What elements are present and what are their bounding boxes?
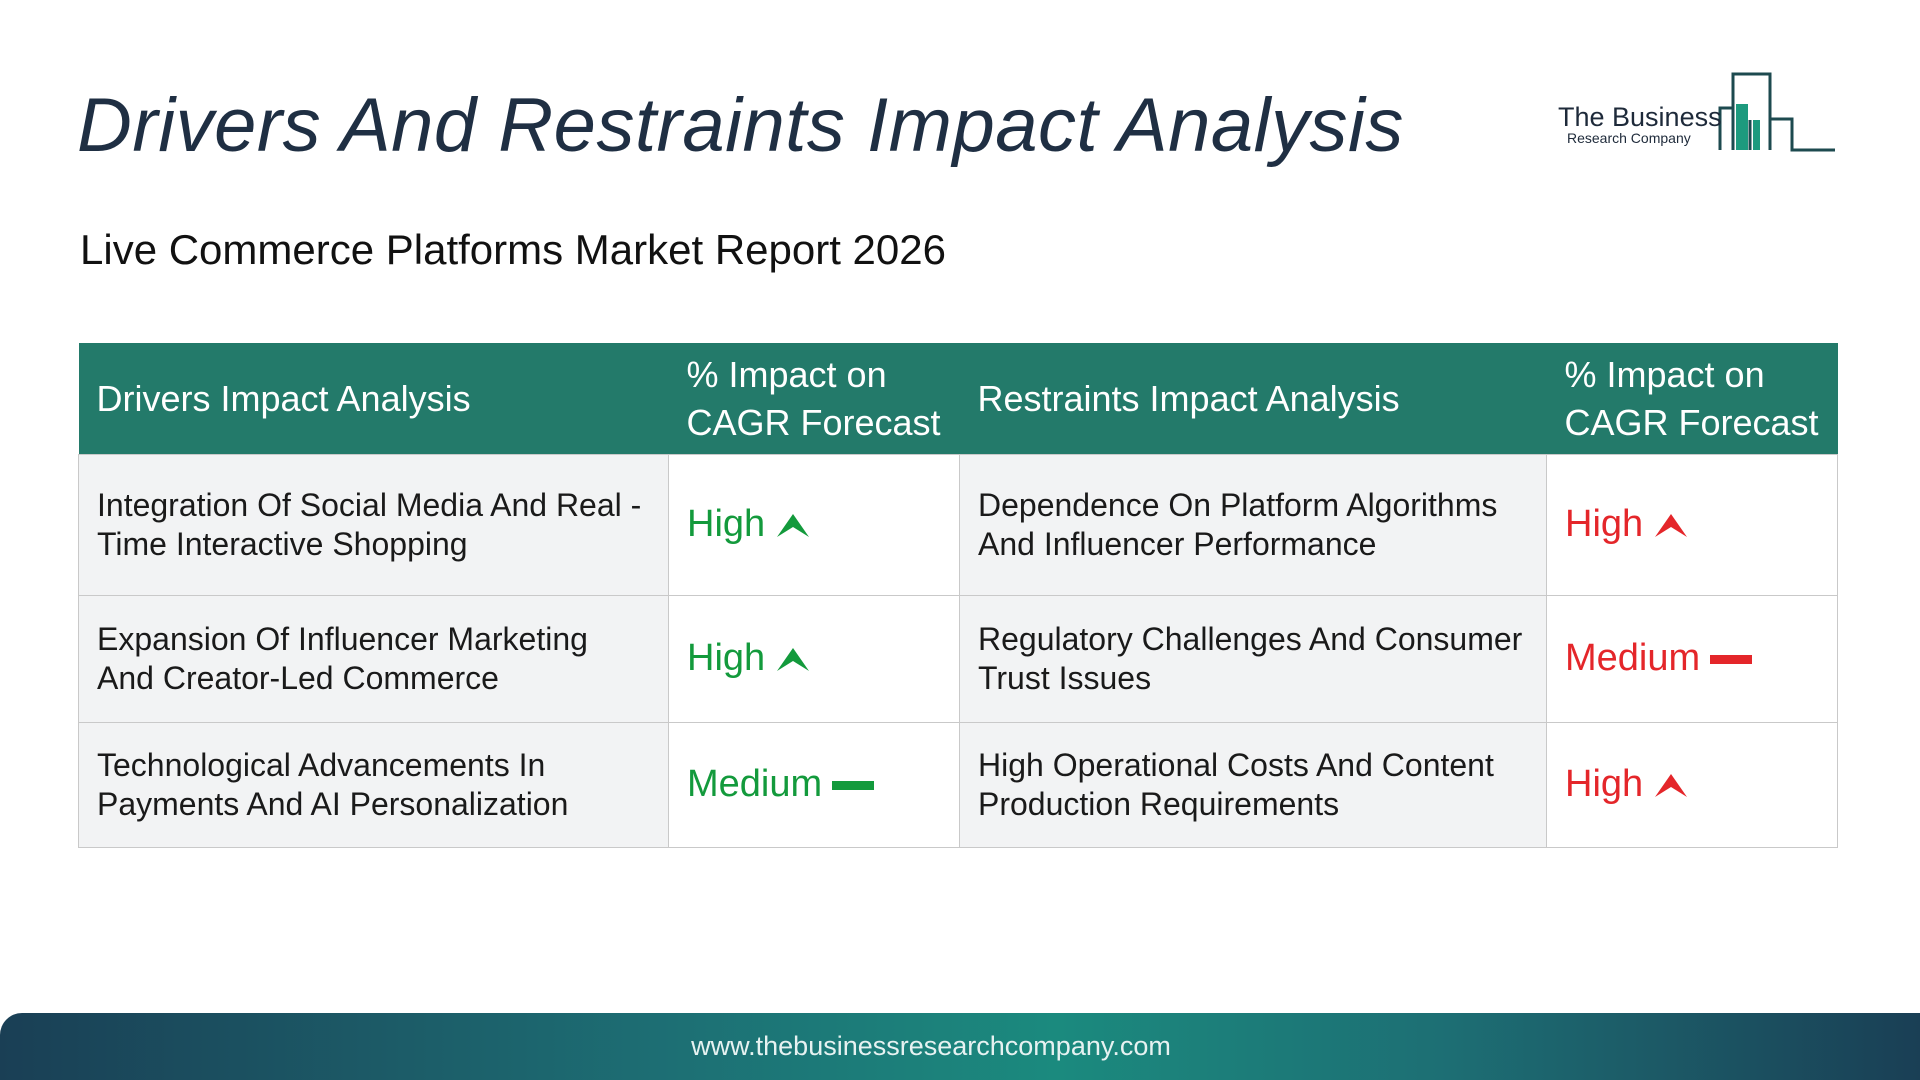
impact-value: Medium [687, 763, 823, 805]
driver-impact-cell: Medium [668, 722, 960, 848]
footer-url[interactable]: www.thebusinessresearchcompany.com [691, 1031, 1171, 1061]
up-arrow-icon [777, 647, 810, 671]
restraint-cell: Regulatory Challenges And Consumer Trust… [959, 595, 1547, 723]
dash-icon [832, 780, 875, 790]
header-drivers: Drivers Impact Analysis [78, 343, 669, 455]
table-row: Technological Advancements In Payments A… [78, 722, 1838, 848]
impact-value: Medium [1565, 637, 1701, 679]
restraint-impact-cell: Medium [1546, 595, 1838, 723]
restraint-impact-cell: High [1546, 454, 1838, 596]
restraint-cell: Dependence On Platform Algorithms And In… [959, 454, 1547, 596]
company-logo: The Business Research Company [1550, 64, 1840, 160]
driver-impact-cell: High [668, 454, 960, 596]
driver-cell: Integration Of Social Media And Real -Ti… [78, 454, 669, 596]
up-arrow-icon [1655, 773, 1688, 797]
impact-table: Drivers Impact Analysis % Impact on CAGR… [78, 343, 1838, 848]
impact-value: High [687, 503, 766, 545]
up-arrow-icon [777, 513, 810, 537]
logo-line-2: Research Company [1567, 130, 1691, 146]
logo-line-1: The Business [1558, 102, 1722, 132]
header-drivers-impact: % Impact on CAGR Forecast [668, 343, 960, 455]
footer-bar: www.thebusinessresearchcompany.com [0, 1013, 1920, 1080]
table-row: Expansion Of Influencer Marketing And Cr… [78, 595, 1838, 723]
impact-value: High [687, 637, 766, 679]
header-restraints-impact: % Impact on CAGR Forecast [1546, 343, 1838, 455]
driver-impact-cell: High [668, 595, 960, 723]
restraint-text: High Operational Costs And Content Produ… [978, 747, 1494, 822]
driver-cell: Expansion Of Influencer Marketing And Cr… [78, 595, 669, 723]
driver-cell: Technological Advancements In Payments A… [78, 722, 669, 848]
table-row: Integration Of Social Media And Real -Ti… [78, 454, 1838, 596]
impact-value: High [1565, 763, 1644, 805]
restraint-impact-cell: High [1546, 722, 1838, 848]
buildings-logo-icon [1718, 72, 1835, 152]
restraint-cell: High Operational Costs And Content Produ… [959, 722, 1547, 848]
dash-icon [1710, 654, 1753, 664]
up-arrow-icon [1655, 513, 1688, 537]
header-restraints: Restraints Impact Analysis [959, 343, 1547, 455]
table-header-row: Drivers Impact Analysis % Impact on CAGR… [78, 343, 1838, 455]
impact-value: High [1565, 503, 1644, 545]
report-subtitle: Live Commerce Platforms Market Report 20… [80, 226, 946, 273]
page-title: Drivers And Restraints Impact Analysis [77, 83, 1404, 168]
